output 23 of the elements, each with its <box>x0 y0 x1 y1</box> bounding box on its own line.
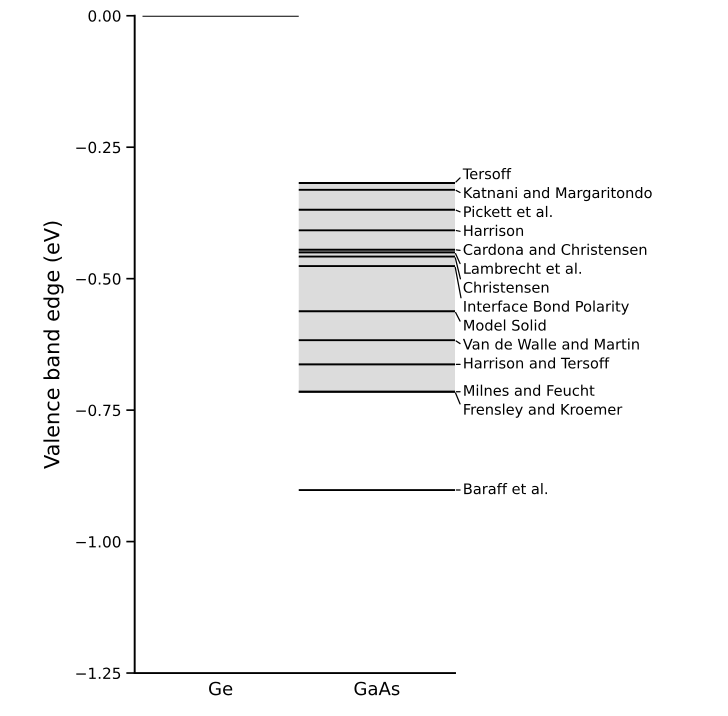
legend-label: Christensen <box>464 282 548 293</box>
y-tick-label: −0.75 <box>76 404 120 416</box>
y-tick-label: 0.00 <box>88 10 120 22</box>
y-tick-label: −0.50 <box>76 273 120 285</box>
legend-label: Harrison <box>464 224 524 236</box>
y-tick-label: −1.25 <box>76 668 120 680</box>
legend-label: Harrison and Tersoff <box>464 357 610 369</box>
legend-label: Interface Bond Polarity <box>464 300 629 315</box>
y-axis-title: Valence band edge (eV) <box>43 222 64 469</box>
legend-label: Baraff et al. <box>464 482 547 494</box>
legend-label: Milnes and Feucht <box>464 384 594 396</box>
x-tick-label: GaAs <box>354 682 400 696</box>
legend-label: Tersoff <box>462 168 512 180</box>
y-tick-label: −0.25 <box>76 142 120 154</box>
series-label: Van de Walle and Martin <box>462 338 639 350</box>
legend-label: Cardona and Christensen <box>464 244 646 256</box>
x-tick-label: Ge <box>209 682 232 696</box>
series-label: Frensley and Kroemer <box>464 404 622 418</box>
series-label: Katnani and Margaritondo <box>464 186 652 202</box>
series-label: Model Solid <box>464 319 546 331</box>
y-tick-label: −1.00 <box>76 536 120 548</box>
legend-label: Lambrecht et al. <box>464 262 581 274</box>
series-label: Pickett et al. <box>464 206 552 218</box>
